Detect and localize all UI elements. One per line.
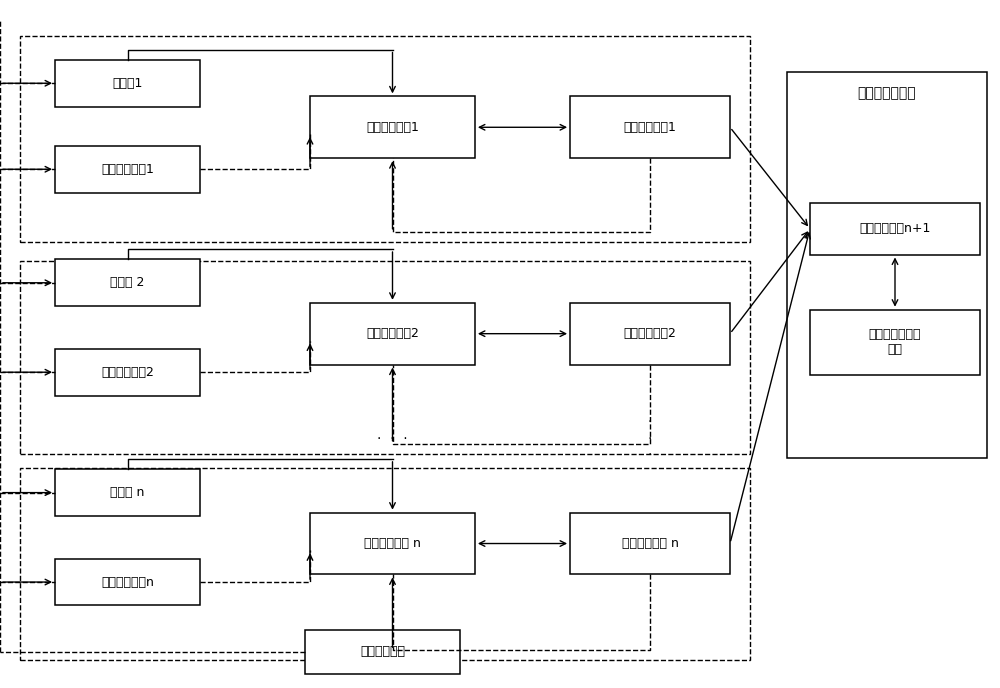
Text: 无人机1: 无人机1 — [112, 77, 143, 89]
Bar — [570, 96, 730, 158]
Bar — [310, 513, 475, 574]
Text: 组网链路模块n+1: 组网链路模块n+1 — [859, 222, 931, 235]
Bar — [20, 36, 750, 242]
Bar — [55, 60, 200, 107]
Text: 协同决策模块2: 协同决策模块2 — [366, 327, 419, 340]
Bar — [55, 469, 200, 516]
Bar — [55, 259, 200, 306]
Text: 协同决策模块 n: 协同决策模块 n — [364, 537, 421, 550]
Text: 地面站控制模块: 地面站控制模块 — [858, 86, 916, 100]
Bar — [20, 261, 750, 454]
Text: 态势感知模块n: 态势感知模块n — [101, 576, 154, 588]
Bar — [305, 630, 460, 674]
Text: ·
·
·: · · · — [648, 416, 652, 462]
Bar — [55, 349, 200, 396]
Bar — [810, 310, 980, 375]
Bar — [20, 468, 750, 660]
Text: 故障设置模块: 故障设置模块 — [360, 645, 405, 658]
Bar — [310, 96, 475, 158]
Text: 组网链路模块1: 组网链路模块1 — [624, 121, 676, 133]
Text: 协同决策模块1: 协同决策模块1 — [366, 121, 419, 133]
Text: 组网链路模块2: 组网链路模块2 — [624, 327, 676, 340]
Bar — [810, 203, 980, 255]
Bar — [570, 303, 730, 365]
Text: 集群地面控制站
单元: 集群地面控制站 单元 — [869, 328, 921, 356]
Bar — [787, 72, 987, 458]
Bar — [55, 146, 200, 193]
Text: ·  ·  ·: · · · — [377, 431, 408, 446]
Text: 态势感知模块2: 态势感知模块2 — [101, 366, 154, 378]
Bar — [310, 303, 475, 365]
Text: 态势感知模块1: 态势感知模块1 — [101, 163, 154, 175]
Bar — [570, 513, 730, 574]
Text: 组网链路模块 n: 组网链路模块 n — [622, 537, 678, 550]
Text: 无人机 2: 无人机 2 — [110, 277, 145, 289]
Text: 无人机 n: 无人机 n — [110, 486, 145, 499]
Bar — [55, 559, 200, 605]
